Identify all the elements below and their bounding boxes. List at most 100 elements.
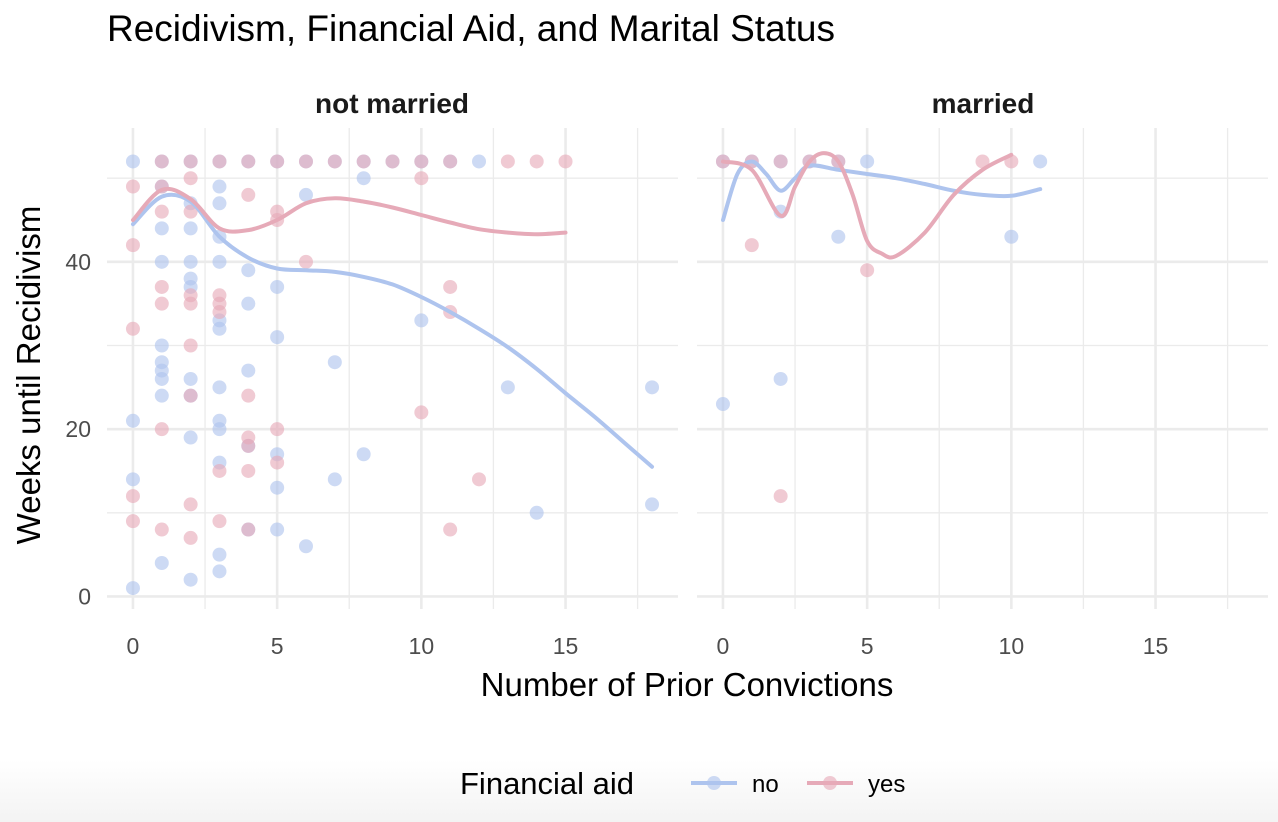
data-point — [298, 154, 313, 169]
data-point — [443, 279, 458, 294]
y-axis-title: Weeks until Recidivism — [10, 206, 47, 545]
data-point — [241, 363, 256, 378]
data-point — [860, 154, 875, 169]
data-point — [125, 179, 140, 194]
data-point — [298, 254, 313, 269]
data-point — [645, 380, 660, 395]
data-point — [154, 279, 169, 294]
data-point — [212, 154, 227, 169]
x-tick-label: 10 — [409, 633, 435, 659]
data-point — [125, 238, 140, 253]
x-tick-label: 0 — [127, 633, 140, 659]
data-point — [183, 296, 198, 311]
data-point — [154, 555, 169, 570]
data-point — [154, 388, 169, 403]
panel-not-married: not married — [107, 88, 678, 609]
legend-label-yes: yes — [868, 771, 905, 798]
y-tick-label: 0 — [78, 583, 91, 609]
data-point — [529, 505, 544, 520]
data-point — [183, 204, 198, 219]
legend-key-no — [691, 776, 737, 790]
data-point — [154, 338, 169, 353]
data-point — [241, 263, 256, 278]
data-point — [183, 338, 198, 353]
legend-key-point — [707, 776, 721, 790]
data-point — [270, 522, 285, 537]
data-point — [356, 447, 371, 462]
data-point — [356, 171, 371, 186]
data-point — [241, 154, 256, 169]
data-point — [241, 522, 256, 537]
data-point — [270, 330, 285, 345]
data-point — [773, 489, 788, 504]
data-point — [298, 539, 313, 554]
data-point — [183, 497, 198, 512]
data-point — [270, 154, 285, 169]
data-point — [183, 388, 198, 403]
data-point — [183, 254, 198, 269]
data-point — [529, 154, 544, 169]
data-point — [183, 221, 198, 236]
data-point — [125, 154, 140, 169]
data-point — [154, 371, 169, 386]
data-point — [270, 279, 285, 294]
data-point — [270, 455, 285, 470]
x-tick-label: 0 — [717, 633, 730, 659]
series-yes-points — [125, 154, 573, 545]
data-point — [154, 204, 169, 219]
data-point — [154, 221, 169, 236]
data-point — [385, 154, 400, 169]
data-point — [154, 154, 169, 169]
data-point — [212, 564, 227, 579]
data-point — [183, 572, 198, 587]
data-point — [125, 581, 140, 596]
x-axis: 0 5 10 15 0 5 10 15 — [127, 633, 1169, 659]
data-point — [241, 388, 256, 403]
smooth-line-yes — [131, 186, 568, 237]
gridlines — [697, 128, 1268, 609]
data-point — [472, 154, 487, 169]
data-point — [270, 422, 285, 437]
panel-label-not-married: not married — [315, 88, 469, 119]
data-point — [183, 371, 198, 386]
data-point — [241, 296, 256, 311]
data-point — [1004, 229, 1019, 244]
y-tick-label: 40 — [65, 249, 91, 275]
data-point — [183, 430, 198, 445]
data-point — [125, 489, 140, 504]
data-point — [414, 171, 429, 186]
x-tick-label: 10 — [999, 633, 1025, 659]
data-point — [241, 187, 256, 202]
data-point — [414, 313, 429, 328]
x-tick-label: 15 — [553, 633, 579, 659]
data-point — [558, 154, 573, 169]
smooth-line-yes — [721, 151, 1014, 260]
data-point — [500, 380, 515, 395]
panel-married: married — [697, 88, 1268, 609]
data-point — [500, 154, 515, 169]
data-point — [125, 413, 140, 428]
data-point — [831, 229, 846, 244]
x-tick-label: 15 — [1143, 633, 1169, 659]
data-point — [860, 263, 875, 278]
data-point — [744, 238, 759, 253]
smooth-line-no — [721, 159, 1043, 222]
data-point — [154, 422, 169, 437]
data-point — [212, 463, 227, 478]
x-axis-title: Number of Prior Convictions — [481, 666, 894, 703]
data-point — [715, 397, 730, 412]
chart-title: Recidivism, Financial Aid, and Marital S… — [107, 8, 835, 49]
legend-title: Financial aid — [460, 766, 634, 801]
data-point — [212, 254, 227, 269]
data-point — [154, 296, 169, 311]
legend-label-no: no — [752, 771, 779, 798]
data-point — [327, 154, 342, 169]
data-point — [773, 154, 788, 169]
y-axis: 0 20 40 — [65, 249, 91, 610]
data-point — [183, 171, 198, 186]
data-point — [414, 154, 429, 169]
data-point — [298, 187, 313, 202]
data-point — [241, 438, 256, 453]
data-point — [356, 154, 371, 169]
